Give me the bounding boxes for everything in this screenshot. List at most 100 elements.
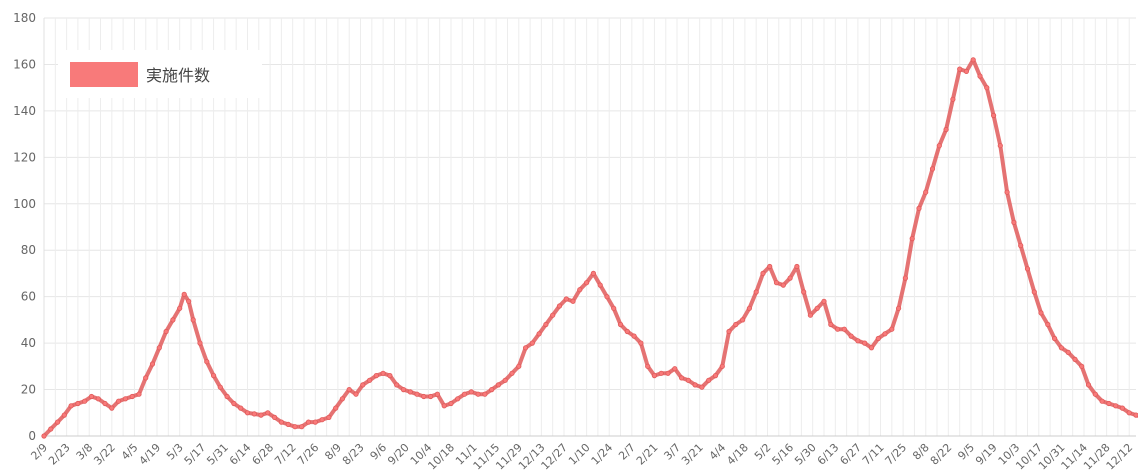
x-tick-label: 6/28: [250, 441, 277, 468]
data-point: [855, 338, 861, 344]
data-point: [1004, 189, 1010, 195]
data-point: [1045, 321, 1051, 328]
data-point: [489, 386, 495, 393]
data-point: [495, 382, 501, 388]
y-tick-label: 80: [21, 243, 36, 257]
data-point: [434, 391, 440, 397]
data-point: [787, 275, 793, 281]
data-point: [292, 424, 298, 430]
data-point: [509, 370, 515, 376]
data-point: [163, 328, 169, 335]
data-point: [271, 414, 278, 420]
data-point: [75, 400, 81, 407]
data-point: [1133, 412, 1138, 418]
data-point: [224, 393, 230, 400]
data-point: [739, 317, 746, 323]
data-point: [102, 400, 108, 407]
data-point: [54, 419, 61, 425]
x-tick-label: 12/12: [1104, 441, 1136, 473]
data-point: [61, 412, 67, 418]
data-point: [387, 372, 393, 379]
x-tick-label: 5/17: [182, 441, 209, 468]
data-point: [746, 305, 753, 311]
data-point: [177, 305, 183, 311]
data-point: [211, 372, 217, 379]
data-point: [529, 340, 535, 346]
data-point: [943, 126, 949, 133]
data-point: [353, 391, 359, 397]
data-point: [407, 389, 413, 395]
data-point: [1038, 310, 1044, 316]
data-point: [366, 377, 373, 383]
series-line: [42, 57, 1138, 438]
data-point: [773, 280, 780, 286]
x-tick-label: 6/14: [227, 441, 254, 468]
data-point: [801, 289, 807, 295]
data-point: [1119, 405, 1126, 411]
data-point: [1052, 335, 1058, 342]
data-point: [543, 321, 549, 328]
data-point: [590, 270, 597, 276]
data-point: [753, 289, 759, 295]
data-point: [1079, 363, 1085, 369]
data-point: [190, 317, 196, 323]
data-point: [122, 396, 129, 402]
data-point: [312, 419, 318, 425]
x-tick-label: 8/22: [928, 441, 955, 468]
data-point: [482, 391, 488, 397]
x-tick-label: 7/12: [272, 441, 299, 468]
data-point: [448, 400, 454, 407]
data-point: [109, 405, 115, 411]
data-point: [807, 312, 814, 318]
data-point: [149, 361, 156, 367]
x-tick-label: 8/23: [340, 441, 367, 468]
data-point: [285, 421, 291, 427]
data-point: [238, 405, 244, 411]
data-point: [617, 321, 624, 328]
data-point: [848, 333, 854, 339]
data-point: [204, 359, 210, 365]
legend[interactable]: 実施件数: [58, 50, 262, 98]
data-point: [685, 377, 691, 383]
data-point: [129, 393, 135, 400]
data-point: [577, 287, 583, 293]
data-point: [278, 419, 284, 425]
data-point: [88, 393, 95, 400]
x-tick-label: 7/11: [860, 441, 887, 468]
data-point: [1031, 289, 1037, 295]
data-point: [868, 345, 875, 351]
data-point: [326, 414, 332, 420]
data-point: [895, 305, 902, 311]
data-point: [550, 312, 556, 318]
data-point: [1106, 400, 1112, 407]
data-point: [706, 377, 712, 383]
data-point: [604, 294, 610, 300]
data-point: [181, 291, 187, 297]
y-tick-label: 100: [13, 197, 36, 211]
data-point: [136, 391, 142, 397]
data-point: [319, 417, 325, 423]
data-point: [516, 363, 522, 369]
data-point: [882, 331, 888, 337]
data-point: [780, 282, 786, 288]
data-point: [767, 263, 773, 270]
data-point: [536, 331, 542, 337]
y-tick-label: 140: [13, 104, 36, 118]
data-point: [346, 386, 352, 393]
data-point: [733, 321, 739, 328]
data-point: [658, 370, 664, 376]
data-point: [441, 403, 447, 409]
data-point: [950, 96, 956, 102]
data-point: [645, 363, 651, 369]
y-tick-label: 180: [13, 11, 36, 25]
data-point: [862, 340, 868, 346]
data-point: [231, 400, 237, 407]
data-point: [244, 410, 251, 416]
data-point: [95, 396, 101, 402]
data-point: [651, 372, 658, 379]
data-point: [923, 189, 929, 195]
data-point: [258, 412, 264, 418]
data-point: [468, 389, 474, 395]
data-point: [360, 382, 366, 388]
